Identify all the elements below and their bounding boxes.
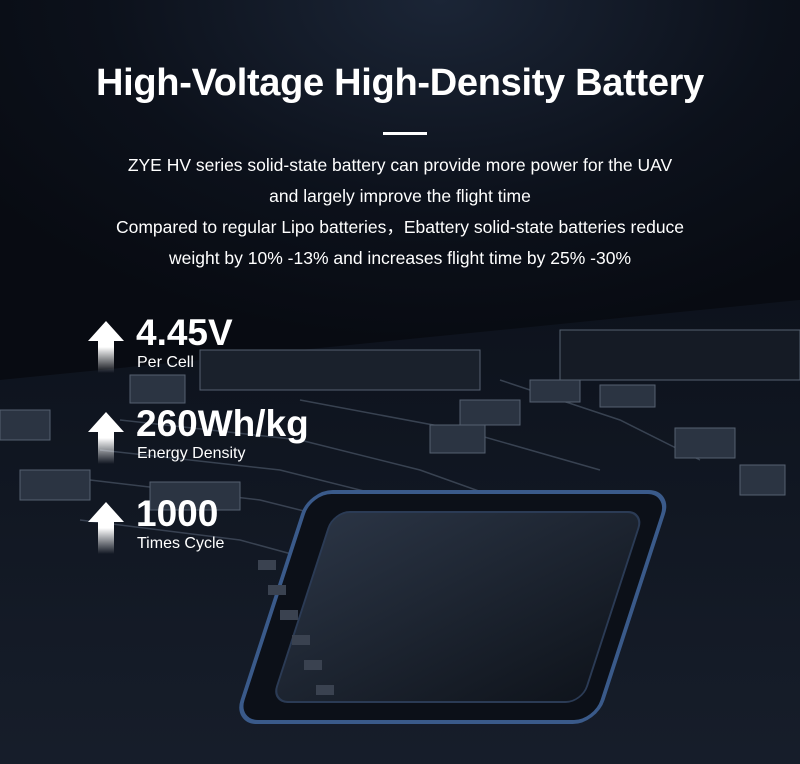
stat-value: 4.45V	[136, 312, 233, 353]
description-line: and largely improve the flight time	[269, 186, 531, 206]
description-line: Compared to regular Lipo batteries，Ebatt…	[115, 217, 685, 237]
stat-value: 1000	[136, 493, 219, 534]
stat-value: 260Wh/kg	[136, 403, 309, 444]
up-arrow-icon	[88, 321, 124, 373]
page-title: High-Voltage High-Density Battery	[95, 62, 704, 104]
stat-label: Energy Density	[137, 445, 246, 462]
description-line: ZYE HV series solid-state battery can pr…	[127, 155, 673, 175]
description: ZYE HV series solid-state battery can pr…	[0, 150, 800, 274]
up-arrow-icon	[88, 502, 124, 554]
description-line: weight by 10% -13% and increases flight …	[168, 248, 632, 268]
title-divider	[383, 132, 427, 135]
stat-label: Per Cell	[137, 354, 194, 371]
up-arrow-icon	[88, 412, 124, 464]
stat-label: Times Cycle	[137, 535, 225, 552]
